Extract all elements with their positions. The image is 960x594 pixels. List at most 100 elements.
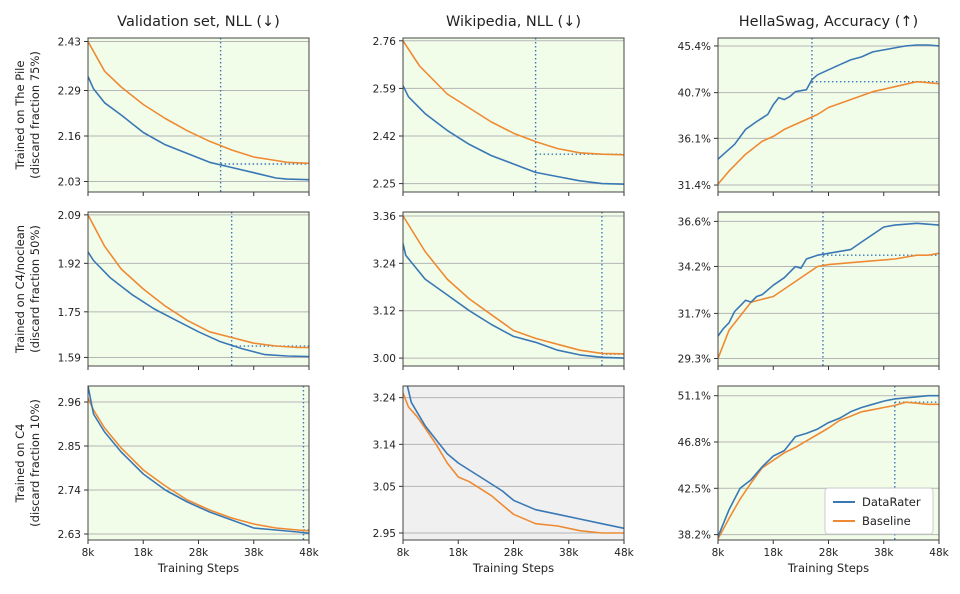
row-label: (discard fraction 10%) — [28, 399, 42, 527]
y-tick-label: 3.12 — [373, 306, 396, 318]
x-tick-label: 18k — [134, 547, 154, 559]
x-tick-label: 38k — [559, 547, 579, 559]
y-tick-label: 2.42 — [373, 131, 396, 143]
series-line-datarater — [88, 251, 309, 358]
x-tick-label: 28k — [504, 547, 524, 559]
y-tick-label: 36.6% — [678, 216, 711, 228]
series-line-datarater — [406, 386, 624, 530]
subplot: 1.59 1.75 1.92 2.09 — [58, 210, 310, 370]
y-tick-label: 2.63 — [58, 529, 81, 541]
plot-background — [88, 212, 309, 366]
y-tick-label: 2.09 — [58, 210, 81, 222]
plot-background — [403, 38, 624, 192]
y-tick-label: 3.24 — [373, 258, 397, 270]
y-tick-label: 31.7% — [678, 308, 711, 320]
plot-frame — [87, 211, 310, 367]
series-line-baseline — [718, 401, 939, 540]
x-tick-label: 8k — [397, 547, 411, 559]
series-line-datarater — [88, 386, 309, 534]
plot-background — [718, 212, 939, 366]
x-tick-label: 48k — [299, 547, 319, 559]
x-axis-label: Training Steps — [472, 561, 554, 575]
series-line-baseline — [403, 215, 624, 355]
row-label: Trained on C4 — [13, 424, 27, 504]
row-label: (discard fraction 50%) — [28, 225, 42, 353]
y-tick-label: 2.29 — [58, 86, 81, 98]
column-title: Wikipedia, NLL (↓) — [446, 14, 581, 30]
y-tick-label: 38.2% — [678, 530, 711, 542]
legend-box — [824, 487, 934, 535]
subplot: 2.25 2.42 2.59 2.76 — [373, 36, 625, 196]
x-axis-label: Training Steps — [157, 561, 239, 575]
series-line-datarater — [88, 76, 309, 181]
plot-frame — [87, 385, 310, 541]
legend-label-baseline: Baseline — [862, 514, 911, 528]
y-tick-label: 29.3% — [678, 353, 711, 365]
y-tick-label: 1.75 — [58, 307, 81, 319]
x-tick-label: 18k — [764, 547, 784, 559]
subplot: 3.00 3.12 3.24 3.36 — [373, 211, 625, 370]
row-label: Trained on C4/noclean — [13, 225, 27, 354]
series-line-baseline — [88, 41, 309, 165]
y-tick-label: 2.95 — [373, 528, 396, 540]
y-tick-label: 51.1% — [678, 391, 711, 403]
series-line-datarater — [718, 222, 939, 337]
subplot: 29.3% 31.7% 34.2% 36.6% — [678, 211, 940, 370]
series-line-baseline — [718, 80, 939, 185]
x-tick-label: 28k — [819, 547, 839, 559]
series-line-baseline — [88, 214, 309, 349]
plot-background — [403, 386, 624, 540]
y-tick-label: 2.76 — [373, 36, 397, 48]
y-tick-label: 46.8% — [678, 437, 711, 449]
plot-background — [88, 386, 309, 540]
x-tick-label: 48k — [614, 547, 634, 559]
y-tick-label: 2.16 — [58, 131, 82, 143]
legend-label-datarater: DataRater — [862, 495, 921, 509]
plot-background — [88, 38, 309, 192]
x-axis-label: Training Steps — [787, 561, 869, 575]
series-line-datarater — [403, 85, 624, 185]
subplot: 2.03 2.16 2.29 2.43 — [58, 37, 310, 196]
plot-background — [718, 38, 939, 192]
plot-frame — [87, 37, 310, 193]
subplot: 31.4% 36.1% 40.7% 45.4% — [678, 37, 940, 196]
column-title: HellaSwag, Accuracy (↑) — [739, 14, 918, 30]
plot-background — [403, 212, 624, 366]
x-tick-label: 38k — [244, 547, 264, 559]
x-tick-label: 48k — [929, 547, 949, 559]
plot-frame — [717, 385, 940, 541]
y-tick-label: 3.14 — [373, 439, 397, 451]
plot-frame — [402, 385, 625, 541]
plot-frame — [717, 37, 940, 193]
subplot: 2.95 3.05 3.14 3.24 8k 18k 28k 38k 48k Training S… — [373, 385, 635, 575]
y-tick-label: 2.96 — [58, 397, 82, 409]
column-title: Validation set, NLL (↓) — [117, 14, 280, 30]
x-tick-label: 18k — [449, 547, 469, 559]
y-tick-label: 2.74 — [58, 485, 82, 497]
y-tick-label: 3.05 — [373, 481, 396, 493]
y-tick-label: 2.43 — [58, 37, 81, 49]
series-line-baseline — [403, 40, 624, 156]
y-tick-label: 1.59 — [58, 352, 81, 364]
x-tick-label: 8k — [82, 547, 96, 559]
y-tick-label: 36.1% — [678, 133, 711, 145]
row-label: (discard fraction 75%) — [28, 51, 42, 179]
x-tick-label: 8k — [712, 547, 726, 559]
series-line-datarater — [403, 243, 624, 359]
y-tick-label: 2.03 — [58, 177, 81, 189]
row-label: Trained on The Pile — [13, 61, 27, 171]
y-tick-label: 42.5% — [678, 483, 711, 495]
y-tick-label: 2.85 — [58, 441, 81, 453]
x-tick-label: 38k — [874, 547, 894, 559]
legend: DataRater Baseline — [824, 487, 934, 535]
subplot: 2.63 2.74 2.85 2.96 8k 18k 28k 38k 48k Training S… — [58, 385, 320, 575]
plot-frame — [717, 211, 940, 367]
plot-frame — [402, 37, 625, 193]
series-line-datarater — [718, 394, 939, 538]
series-line-baseline — [403, 392, 624, 534]
x-tick-label: 28k — [189, 547, 209, 559]
y-tick-label: 34.2% — [678, 261, 711, 273]
y-tick-label: 3.00 — [373, 353, 396, 365]
y-tick-label: 3.24 — [373, 393, 397, 405]
